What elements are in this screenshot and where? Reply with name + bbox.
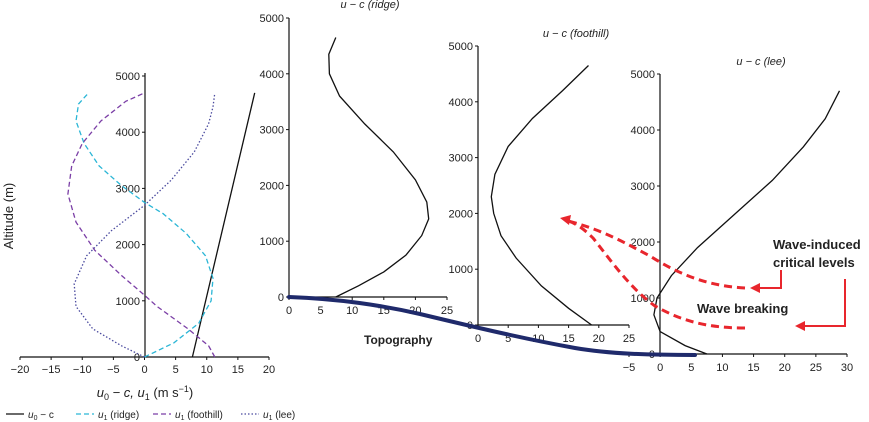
panel-title: u − c (lee) bbox=[736, 56, 786, 68]
y-tick-label: 5000 bbox=[631, 69, 655, 81]
x-tick-label: 25 bbox=[810, 362, 822, 374]
panel-title: u − c (ridge) bbox=[341, 0, 400, 11]
wave-arrow-upper bbox=[567, 219, 746, 290]
legend-label: u1 (lee) bbox=[263, 410, 295, 422]
series-line-u1-ridge- bbox=[75, 92, 214, 358]
y-tick-label: 2000 bbox=[260, 180, 284, 192]
x-tick-label: 5 bbox=[505, 333, 511, 345]
x-tick-label: 5 bbox=[318, 305, 324, 317]
y-tick-label: 1000 bbox=[449, 264, 473, 276]
critical-levels-label-line2: critical levels bbox=[773, 255, 855, 270]
y-tick-label: 5000 bbox=[449, 41, 473, 53]
x-tick-label: 15 bbox=[747, 362, 759, 374]
pointer-critical-arrowhead bbox=[795, 321, 805, 331]
x-tick-label: −5 bbox=[623, 362, 636, 374]
x-tick-label: 20 bbox=[263, 364, 275, 376]
panel-perturbation-winds: −20 −15 −10 −5 0 5 10 15 20 0 1000 2000 3000 4000 5000… bbox=[1, 71, 295, 422]
y-tick-label: 4000 bbox=[260, 69, 284, 81]
arrowhead-upper bbox=[560, 215, 571, 225]
x-tick-label: 20 bbox=[593, 333, 605, 345]
y-tick-label: 2000 bbox=[631, 237, 655, 249]
y-tick-label: 5000 bbox=[116, 71, 140, 83]
x-tick-label: 10 bbox=[346, 305, 358, 317]
y-tick-label: 4000 bbox=[631, 125, 655, 137]
y-tick-label: 2000 bbox=[449, 208, 473, 220]
series-line-profile-2 bbox=[490, 65, 592, 326]
wave-breaking-label: Wave breaking bbox=[697, 301, 788, 316]
y-tick-label: 5000 bbox=[260, 13, 284, 25]
critical-levels-label-line1: Wave-induced bbox=[773, 237, 861, 252]
x-tick-label: 0 bbox=[657, 362, 663, 374]
pointer-wave-breaking bbox=[757, 270, 782, 289]
y-tick-label: 0 bbox=[278, 292, 284, 304]
x-tick-label: 0 bbox=[475, 333, 481, 345]
x-axis-label: u0 − c, u1 (m s−1) bbox=[97, 384, 194, 402]
pointer-critical-levels bbox=[803, 279, 846, 327]
y-tick-label: 3000 bbox=[116, 183, 140, 195]
y-axis-label: Altitude (m) bbox=[1, 183, 16, 249]
y-tick-label: 4000 bbox=[449, 97, 473, 109]
panel-title: u − c (foothill) bbox=[543, 28, 610, 40]
x-tick-label: 5 bbox=[688, 362, 694, 374]
y-tick-label: 2000 bbox=[116, 240, 140, 252]
x-tick-label: 15 bbox=[562, 333, 574, 345]
series-line-u0-c bbox=[191, 92, 256, 358]
wave-arrow-lower bbox=[565, 218, 746, 330]
topography-label: Topography bbox=[364, 333, 433, 347]
y-tick-label: 1000 bbox=[116, 296, 140, 308]
y-tick-label: 1000 bbox=[631, 293, 655, 305]
y-tick-label: 3000 bbox=[449, 153, 473, 165]
legend-label: u1 (foothill) bbox=[175, 410, 223, 422]
x-tick-label: −20 bbox=[11, 364, 30, 376]
y-tick-label: 3000 bbox=[631, 181, 655, 193]
legend-label: u0 − c bbox=[28, 410, 54, 422]
x-tick-label: 0 bbox=[286, 305, 292, 317]
x-tick-label: 25 bbox=[441, 305, 453, 317]
series-line-u1-foothill- bbox=[67, 92, 216, 358]
y-tick-label: 0 bbox=[134, 352, 140, 364]
x-tick-label: 5 bbox=[173, 364, 179, 376]
x-tick-label: 25 bbox=[623, 333, 635, 345]
x-tick-label: 30 bbox=[841, 362, 853, 374]
topography-curve bbox=[287, 295, 697, 357]
legend-label: u1 (ridge) bbox=[98, 410, 139, 422]
x-tick-label: 10 bbox=[716, 362, 728, 374]
y-tick-label: 3000 bbox=[260, 125, 284, 137]
y-tick-label: 1000 bbox=[260, 236, 284, 248]
y-tick-label: 4000 bbox=[116, 127, 140, 139]
series-line-profile-3 bbox=[653, 90, 841, 355]
series-line-u1-lee- bbox=[73, 92, 216, 358]
x-tick-label: 10 bbox=[201, 364, 213, 376]
x-tick-label: −10 bbox=[73, 364, 92, 376]
x-tick-label: 15 bbox=[232, 364, 244, 376]
x-tick-label: −15 bbox=[42, 364, 61, 376]
x-tick-label: 0 bbox=[141, 364, 147, 376]
wave-annotations: Wave-induced critical levels Wave breaki… bbox=[560, 215, 861, 331]
series-line-profile-1 bbox=[328, 37, 430, 298]
pointer-breaking-arrowhead bbox=[750, 283, 760, 293]
x-tick-label: 20 bbox=[779, 362, 791, 374]
x-tick-label: −5 bbox=[107, 364, 120, 376]
